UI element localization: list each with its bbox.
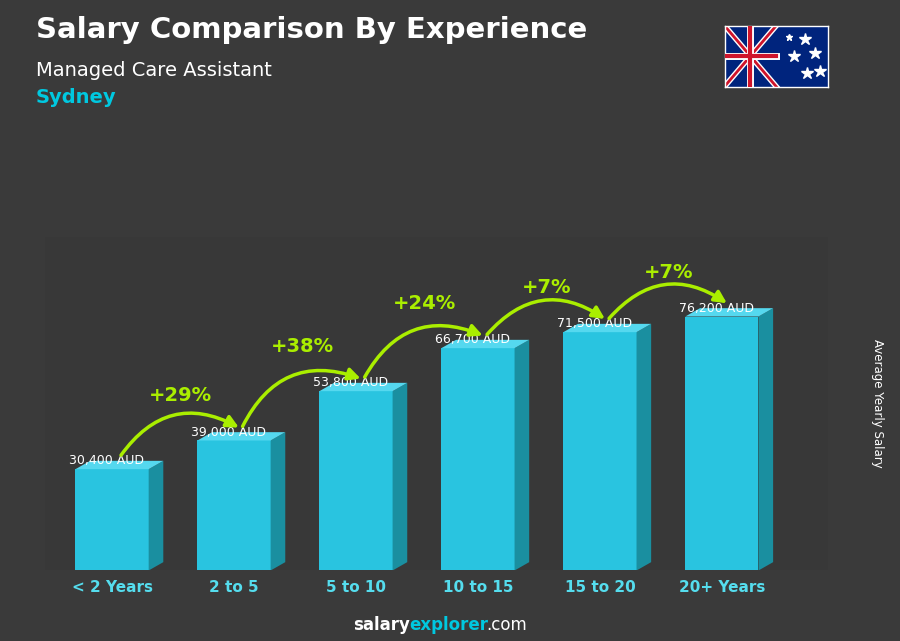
Text: 30,400 AUD: 30,400 AUD [69, 454, 144, 467]
Text: +7%: +7% [644, 263, 693, 281]
Text: salary: salary [353, 616, 410, 634]
Text: Salary Comparison By Experience: Salary Comparison By Experience [36, 16, 587, 44]
Text: 71,500 AUD: 71,500 AUD [557, 317, 633, 331]
Text: +7%: +7% [521, 278, 571, 297]
Text: Sydney: Sydney [36, 88, 117, 108]
Text: 39,000 AUD: 39,000 AUD [192, 426, 266, 439]
Polygon shape [685, 317, 759, 570]
Polygon shape [271, 432, 285, 570]
Polygon shape [441, 348, 515, 570]
Polygon shape [759, 308, 773, 570]
Polygon shape [76, 461, 163, 469]
Polygon shape [197, 440, 271, 570]
Text: 53,800 AUD: 53,800 AUD [313, 376, 389, 390]
Text: Managed Care Assistant: Managed Care Assistant [36, 61, 272, 80]
Polygon shape [515, 340, 529, 570]
Polygon shape [685, 308, 773, 317]
Text: .com: .com [486, 616, 526, 634]
Polygon shape [76, 469, 148, 570]
Polygon shape [636, 324, 652, 570]
Text: explorer: explorer [410, 616, 489, 634]
Polygon shape [320, 383, 407, 391]
Polygon shape [441, 340, 529, 348]
Text: 76,200 AUD: 76,200 AUD [680, 302, 754, 315]
Text: Average Yearly Salary: Average Yearly Salary [871, 340, 884, 468]
Polygon shape [197, 432, 285, 440]
Polygon shape [563, 324, 652, 332]
Text: +24%: +24% [392, 294, 456, 313]
Polygon shape [563, 332, 636, 570]
Polygon shape [148, 461, 163, 570]
Polygon shape [320, 391, 392, 570]
Text: 66,700 AUD: 66,700 AUD [436, 333, 510, 347]
Polygon shape [392, 383, 407, 570]
Text: +38%: +38% [271, 337, 334, 356]
Text: +29%: +29% [148, 387, 211, 406]
